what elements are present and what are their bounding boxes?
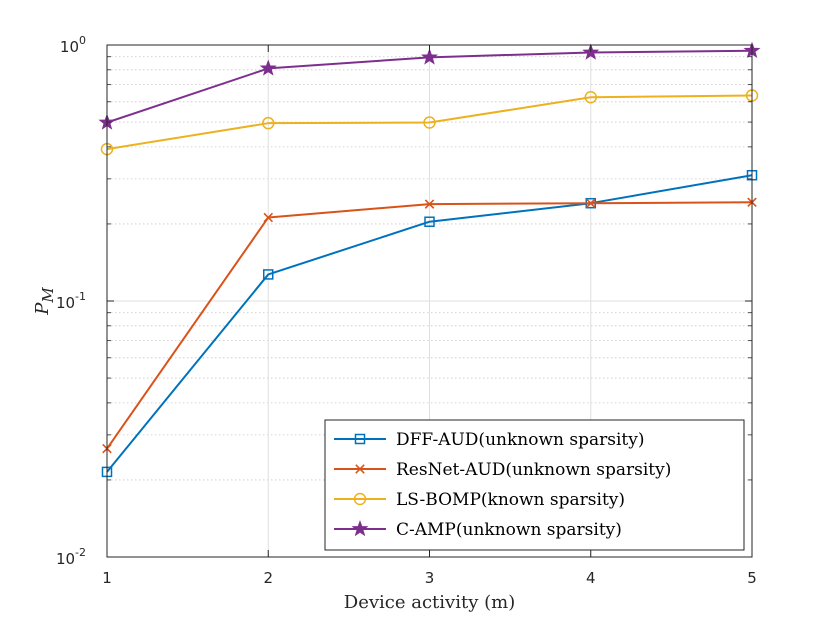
star-marker: [420, 48, 439, 65]
x-tick-label: 4: [586, 569, 596, 587]
legend-box: [324, 419, 745, 551]
square-marker: [424, 216, 435, 227]
circle-marker: [353, 492, 367, 506]
x-tick-label: 1: [102, 569, 112, 587]
y-tick-label: 100: [60, 34, 86, 56]
x-tick-label: 3: [425, 569, 435, 587]
x-axis-title: Device activity (m): [344, 592, 515, 613]
x-tick-label: 2: [263, 569, 273, 587]
legend-entry: ResNet-AUD(unknown sparsity): [334, 460, 671, 480]
legend-entry: C-AMP(unknown sparsity): [334, 520, 622, 540]
legend: DFF-AUD(unknown sparsity) ResNet-AUD(unkn…: [324, 419, 745, 551]
circle-marker: [584, 91, 597, 104]
x-marker: [424, 199, 435, 209]
x-marker: [263, 212, 274, 223]
y-tick-label: 10-1: [56, 290, 86, 312]
circle-marker: [262, 116, 275, 130]
y-tick-label-exponent: 0: [79, 34, 86, 47]
y-tick-label-base: 10: [60, 38, 79, 56]
legend-label: LS-BOMP(known sparsity): [396, 490, 625, 510]
legend-label: C-AMP(unknown sparsity): [396, 520, 622, 540]
legend-label: DFF-AUD(unknown sparsity): [396, 430, 644, 450]
y-tick-label: 10-2: [56, 546, 86, 568]
y-tick-label-base: 10: [56, 550, 75, 568]
circle-marker: [423, 116, 436, 129]
series-line: [106, 174, 753, 473]
y-axis-title-subscript: M: [39, 287, 57, 304]
y-tick-label-exponent: -2: [75, 546, 86, 559]
legend-entry: LS-BOMP(known sparsity): [334, 490, 625, 510]
legend-label: ResNet-AUD(unknown sparsity): [396, 460, 671, 480]
x-marker: [355, 464, 365, 474]
y-tick-label-base: 10: [56, 294, 75, 312]
square-marker: [263, 269, 274, 280]
star-marker: [351, 520, 369, 537]
y-axis-title: PM: [32, 287, 57, 316]
x-marker: [585, 198, 596, 208]
legend-entry: DFF-AUD(unknown sparsity): [334, 430, 644, 450]
y-axis-title-main: P: [32, 302, 53, 316]
star-marker: [259, 59, 277, 76]
square-marker: [354, 433, 366, 445]
y-tick-label-exponent: -1: [75, 290, 86, 303]
series-line: [106, 94, 753, 151]
x-tick-label: 5: [747, 569, 757, 587]
